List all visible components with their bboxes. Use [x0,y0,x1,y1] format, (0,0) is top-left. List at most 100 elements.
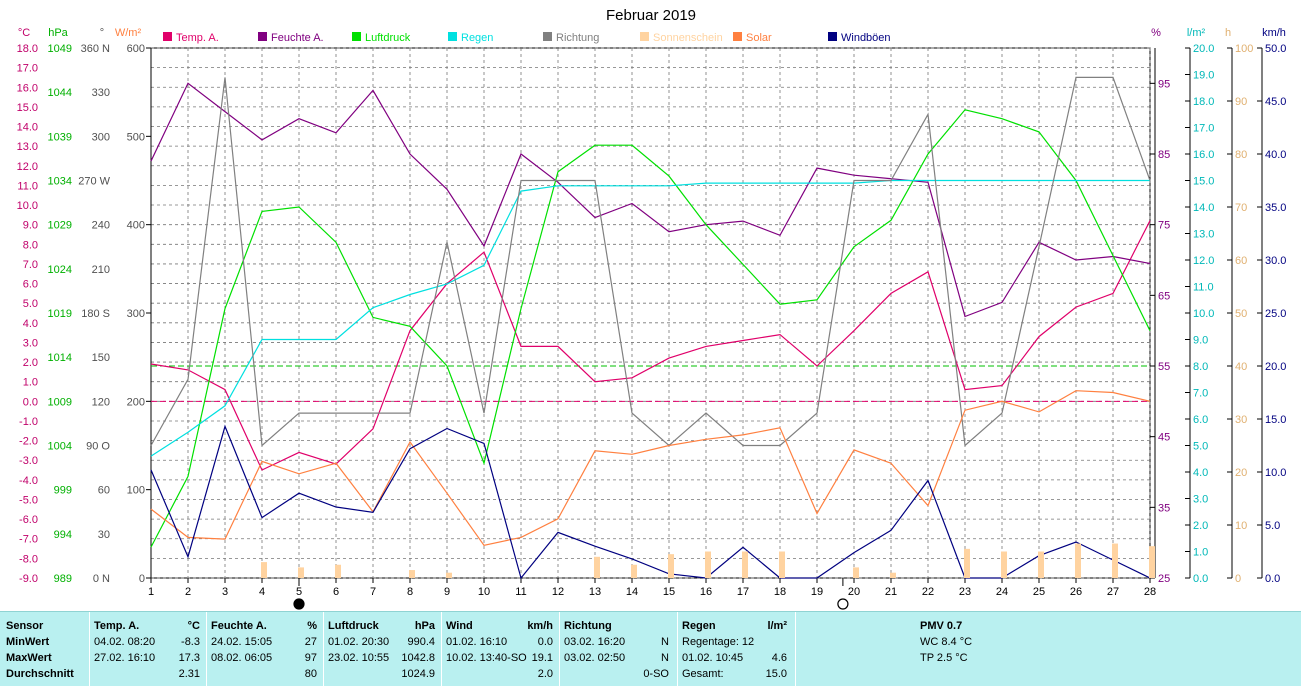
wind-tick-label: 40.0 [1265,149,1286,161]
rain-max: 4.6 [771,652,787,664]
series-line-luftdruck [150,109,1151,548]
rain-tick-label: 20.0 [1193,43,1214,55]
pressure-unit-label: hPa [48,27,68,39]
x-tick-label: 26 [1070,586,1082,598]
table-col-wind: Wind km/h 01.02. 16:10 0.0 10.02. 13:40-… [442,612,560,686]
rain-tick-label: 9.0 [1193,335,1208,347]
sunshine-tick-label: 40 [1235,361,1247,373]
sunshine-unit-label: h [1225,27,1231,39]
solar-tick-label: 500 [127,131,145,143]
rain-tick-label: 16.0 [1193,149,1214,161]
wind-tick-label: 45.0 [1265,96,1286,108]
sunshine-bar [890,572,896,578]
sunshine-bar [705,551,711,578]
rain-tick-label: 13.0 [1193,229,1214,241]
wind-tick-label: 15.0 [1265,414,1286,426]
sunshine-bar [446,572,452,578]
hum-min-time: 24.02. 15:05 [211,636,273,648]
hum-unit: % [307,620,317,632]
humidity-tick-label: 25 [1158,573,1170,585]
sunshine-tick-label: 100 [1235,43,1253,55]
legend-label: Feuchte A. [271,32,324,44]
x-tick-label: 17 [737,586,749,598]
hum-min: 27 [304,636,317,648]
direction-tick-label: 210 [92,264,110,276]
rain-tick-label: 7.0 [1193,388,1208,400]
legend-swatch [352,32,361,41]
pressure-tick-label: 989 [54,573,72,585]
series-line-solar [150,390,1151,546]
legend-label: Luftdruck [365,32,411,44]
x-tick-label: 6 [333,586,339,598]
x-tick-label: 9 [444,586,450,598]
rain-tick-label: 8.0 [1193,361,1208,373]
press-head: Luftdruck [328,620,379,632]
humidity-tick-label: 85 [1158,149,1170,161]
series-line-feuchte-a- [150,82,1151,318]
legend-label: Regen [461,32,493,44]
sunshine-bar [742,551,748,578]
legend-label: Richtung [556,32,599,44]
rain-tick-label: 5.0 [1193,441,1208,453]
sunshine-tick-label: 60 [1235,255,1247,267]
sunshine-tick-label: 30 [1235,414,1247,426]
solar-tick-label: 200 [127,396,145,408]
legend-swatch [543,32,552,41]
rain-tick-label: 3.0 [1193,494,1208,506]
direction-tick-label: 120 [92,396,110,408]
x-tick-label: 16 [700,586,712,598]
rain-tick-label: 6.0 [1193,414,1208,426]
temp-tick-label: -6.0 [19,514,38,526]
pressure-tick-label: 1014 [48,352,72,364]
sunshine-bar [409,570,415,578]
pressure-tick-label: 1019 [48,308,72,320]
pressure-tick-label: 1029 [48,220,72,232]
press-unit: hPa [414,620,435,632]
temp-tick-label: -1.0 [19,416,38,428]
temp-tick-label: 10.0 [17,200,38,212]
plot-frame [150,47,1151,579]
pressure-tick-label: 1004 [48,441,72,453]
row-label-max: MaxWert [6,652,52,664]
rain-tick-label: 10.0 [1193,308,1214,320]
rain-total-label: Gesamt: [682,668,724,680]
temp-tick-label: 14.0 [17,122,38,134]
pmv-tp: TP 2.5 °C [920,652,968,664]
temp-tick-label: -9.0 [19,573,38,585]
rain-unit: l/m² [767,620,787,632]
direction-tick-label: 360 N [81,43,110,55]
pressure-tick-label: 1009 [48,396,72,408]
row-label-min: MinWert [6,636,50,648]
temp-max-time: 27.02. 16:10 [94,652,156,664]
new-moon-icon [293,598,305,610]
pmv-head: PMV 0.7 [920,620,963,632]
table-col-direction: Richtung 03.02. 16:20 N 03.02. 02:50 N 0… [560,612,678,686]
temp-tick-label: 4.0 [23,318,38,330]
sunshine-tick-label: 90 [1235,96,1247,108]
hum-max-time: 08.02. 06:05 [211,652,273,664]
press-max-time: 23.02. 10:55 [328,652,390,664]
row-label-avg: Durchschnitt [6,668,74,680]
temp-tick-label: -3.0 [19,455,38,467]
direction-tick-label: 90 O [86,441,110,453]
x-tick-label: 12 [552,586,564,598]
temp-tick-label: 15.0 [17,102,38,114]
wind-tick-label: 35.0 [1265,202,1286,214]
temp-head: Temp. A. [94,620,140,632]
sunshine-bar [668,554,674,578]
temp-tick-label: 3.0 [23,337,38,349]
sunshine-bar [1112,543,1118,578]
sunshine-tick-label: 50 [1235,308,1247,320]
wind-head: Wind [446,620,473,632]
humidity-tick-label: 35 [1158,502,1170,514]
series-group [150,76,1155,580]
rain-head: Regen [682,620,716,632]
temp-tick-label: 16.0 [17,82,38,94]
rain-tick-label: 15.0 [1193,176,1214,188]
x-tick-label: 23 [959,586,971,598]
rain-tick-label: 14.0 [1193,202,1214,214]
x-tick-label: 25 [1033,586,1045,598]
x-tick-label: 15 [663,586,675,598]
temp-min-time: 04.02. 08:20 [94,636,156,648]
sunshine-bar [1001,551,1007,578]
